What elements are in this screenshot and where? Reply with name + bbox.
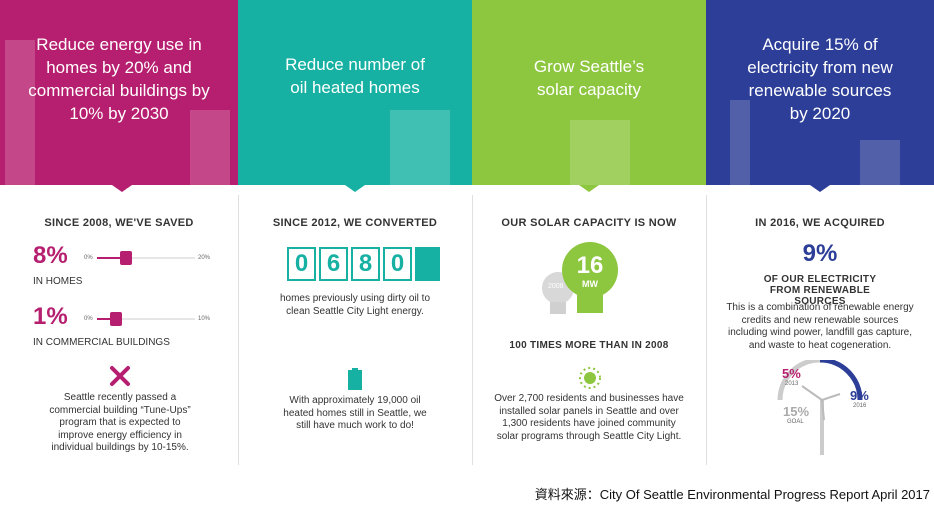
bulb-unit: MW — [570, 279, 610, 289]
body-text: Over 2,700 residents and businesses have… — [492, 393, 686, 443]
subheading: 100 TIMES MORE THAN IN 2008 — [472, 340, 706, 351]
heading: SINCE 2012, WE CONVERTED — [238, 217, 472, 229]
body-text: With approximately 19,000 oil heated hom… — [275, 395, 435, 433]
body-text: This is a combination of renewable energ… — [726, 302, 914, 352]
gauge — [760, 360, 870, 460]
gauge-label: 2016 — [853, 403, 866, 409]
meter: 0 6 8 0 — [287, 247, 440, 281]
meter-digit: 0 — [383, 247, 412, 281]
gauge-value: 9% — [850, 388, 869, 403]
source: 資料來源：City Of Seattle Environmental Progr… — [535, 484, 930, 503]
divider — [238, 195, 239, 465]
body-text: Seattle recently passed a commercial bui… — [45, 392, 195, 455]
heading: IN 2016, WE ACQUIRED — [706, 217, 934, 229]
decoration — [0, 0, 934, 200]
gauge-value: 5% — [782, 366, 801, 381]
divider — [706, 195, 707, 465]
gauge-label: GOAL — [787, 419, 804, 425]
divider — [472, 195, 473, 465]
meter-icon — [415, 247, 440, 281]
icons — [0, 240, 238, 400]
body-text: homes previously using dirty oil to clea… — [270, 293, 440, 318]
big-value: 9% — [706, 240, 934, 268]
battery-icon — [345, 368, 365, 390]
meter-digit: 0 — [287, 247, 316, 281]
gauge-label: 2013 — [785, 381, 798, 387]
page: {"columns":[ {"banner":"Reduce energy us… — [0, 0, 934, 510]
meter-digit: 8 — [351, 247, 380, 281]
meter-digit: 6 — [319, 247, 348, 281]
small-bulb-label: 2008 — [548, 283, 564, 290]
sun-icon — [578, 366, 602, 390]
bulb-value: 16 — [570, 252, 610, 280]
heading: OUR SOLAR CAPACITY IS NOW — [472, 217, 706, 229]
gauge-value: 15% — [783, 404, 809, 419]
heading: SINCE 2008, WE'VE SAVED — [0, 217, 238, 229]
